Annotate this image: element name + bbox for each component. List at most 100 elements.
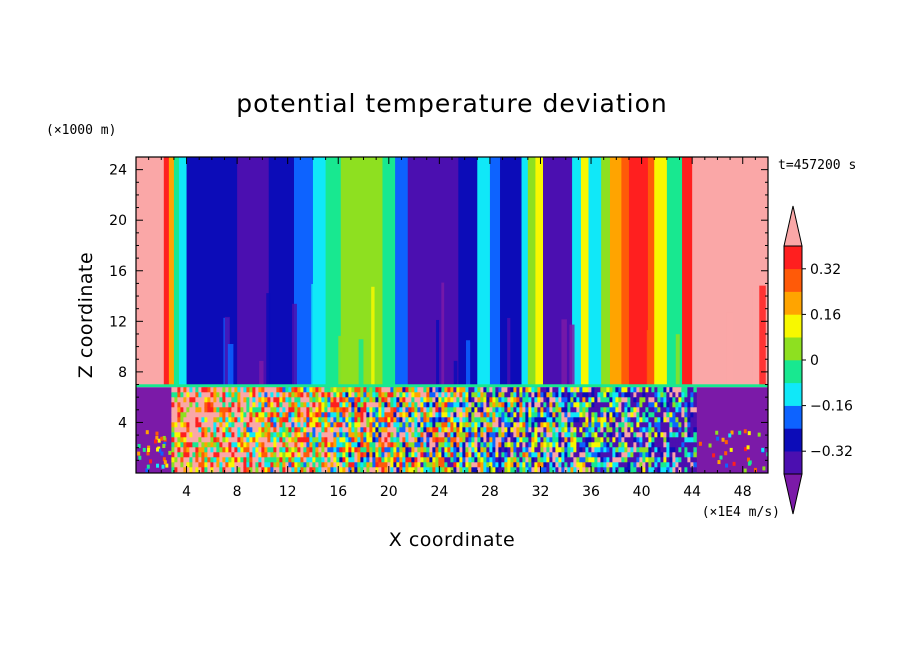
lower-cell: [249, 442, 253, 448]
lower-cell: [540, 422, 544, 428]
lower-cell: [534, 457, 538, 463]
lower-cell: [213, 392, 217, 398]
lower-cell: [588, 452, 592, 458]
lower-cell: [390, 432, 394, 438]
lower-cell: [384, 427, 388, 433]
lower-cell: [483, 412, 487, 418]
lower-cell: [198, 402, 202, 408]
lower-cell: [177, 442, 181, 448]
lower-speckle: [747, 431, 751, 436]
lower-cell: [387, 387, 391, 393]
lower-cell: [513, 467, 517, 473]
lower-cell: [693, 427, 697, 433]
lower-cell: [387, 397, 391, 403]
lower-speckle: [715, 430, 719, 435]
lower-cell: [384, 392, 388, 398]
lower-cell: [375, 462, 379, 468]
lower-cell: [270, 387, 274, 393]
lower-cell: [603, 462, 607, 468]
lower-cell: [540, 427, 544, 433]
lower-cell: [255, 457, 259, 463]
lower-cell: [441, 457, 445, 463]
lower-cell: [468, 437, 472, 443]
lower-cell: [366, 412, 370, 418]
lower-cell: [327, 437, 331, 443]
lower-cell: [357, 397, 361, 403]
lower-cell: [618, 437, 622, 443]
lower-cell: [678, 417, 682, 423]
lower-cell: [396, 402, 400, 408]
lower-cell: [414, 437, 418, 443]
lower-speckle: [147, 448, 151, 453]
lower-cell: [645, 392, 649, 398]
lower-cell: [414, 407, 418, 413]
lower-cell: [498, 422, 502, 428]
lower-cell: [300, 432, 304, 438]
lower-cell: [612, 432, 616, 438]
lower-cell: [327, 432, 331, 438]
lower-cell: [303, 442, 307, 448]
lower-cell: [564, 447, 568, 453]
lower-cell: [594, 392, 598, 398]
lower-cell: [318, 462, 322, 468]
lower-cell: [378, 462, 382, 468]
lower-cell: [222, 407, 226, 413]
lower-cell: [174, 452, 178, 458]
lower-cell: [435, 457, 439, 463]
lower-cell: [444, 412, 448, 418]
lower-cell: [690, 387, 694, 393]
colorbar-label: 0.32: [810, 262, 841, 278]
lower-cell: [474, 387, 478, 393]
lower-cell: [402, 467, 406, 473]
lower-cell: [681, 437, 685, 443]
lower-cell: [339, 442, 343, 448]
lower-cell: [552, 447, 556, 453]
lower-cell: [672, 417, 676, 423]
lower-cell: [375, 422, 379, 428]
lower-cell: [669, 457, 673, 463]
lower-cell: [378, 427, 382, 433]
lower-cell: [684, 452, 688, 458]
lower-cell: [558, 457, 562, 463]
lower-cell: [222, 442, 226, 448]
lower-cell: [444, 392, 448, 398]
lower-cell: [675, 392, 679, 398]
lower-cell: [480, 437, 484, 443]
lower-cell: [528, 387, 532, 393]
lower-cell: [312, 427, 316, 433]
lower-cell: [489, 452, 493, 458]
lower-cell: [372, 412, 376, 418]
lower-cell: [507, 442, 511, 448]
lower-cell: [414, 442, 418, 448]
lower-cell: [198, 422, 202, 428]
lower-cell: [246, 447, 250, 453]
lower-cell: [546, 437, 550, 443]
lower-cell: [543, 467, 547, 473]
lower-cell: [375, 412, 379, 418]
lower-cell: [597, 407, 601, 413]
lower-cell: [297, 467, 301, 473]
lower-cell: [426, 402, 430, 408]
lower-cell: [195, 392, 199, 398]
lower-cell: [177, 417, 181, 423]
lower-cell: [384, 387, 388, 393]
lower-cell: [213, 422, 217, 428]
lower-cell: [279, 412, 283, 418]
lower-cell: [459, 387, 463, 393]
lower-cell: [633, 422, 637, 428]
lower-cell: [441, 437, 445, 443]
lower-cell: [273, 412, 277, 418]
lower-cell: [630, 462, 634, 468]
lower-cell: [579, 387, 583, 393]
lower-cell: [510, 467, 514, 473]
lower-cell: [261, 422, 265, 428]
lower-cell: [357, 407, 361, 413]
lower-cell: [261, 467, 265, 473]
y-tick-label: 8: [118, 365, 127, 381]
lower-cell: [588, 442, 592, 448]
lower-cell: [309, 457, 313, 463]
lower-cell: [537, 402, 541, 408]
lower-cell: [279, 432, 283, 438]
lower-cell: [558, 417, 562, 423]
lower-cell: [558, 447, 562, 453]
